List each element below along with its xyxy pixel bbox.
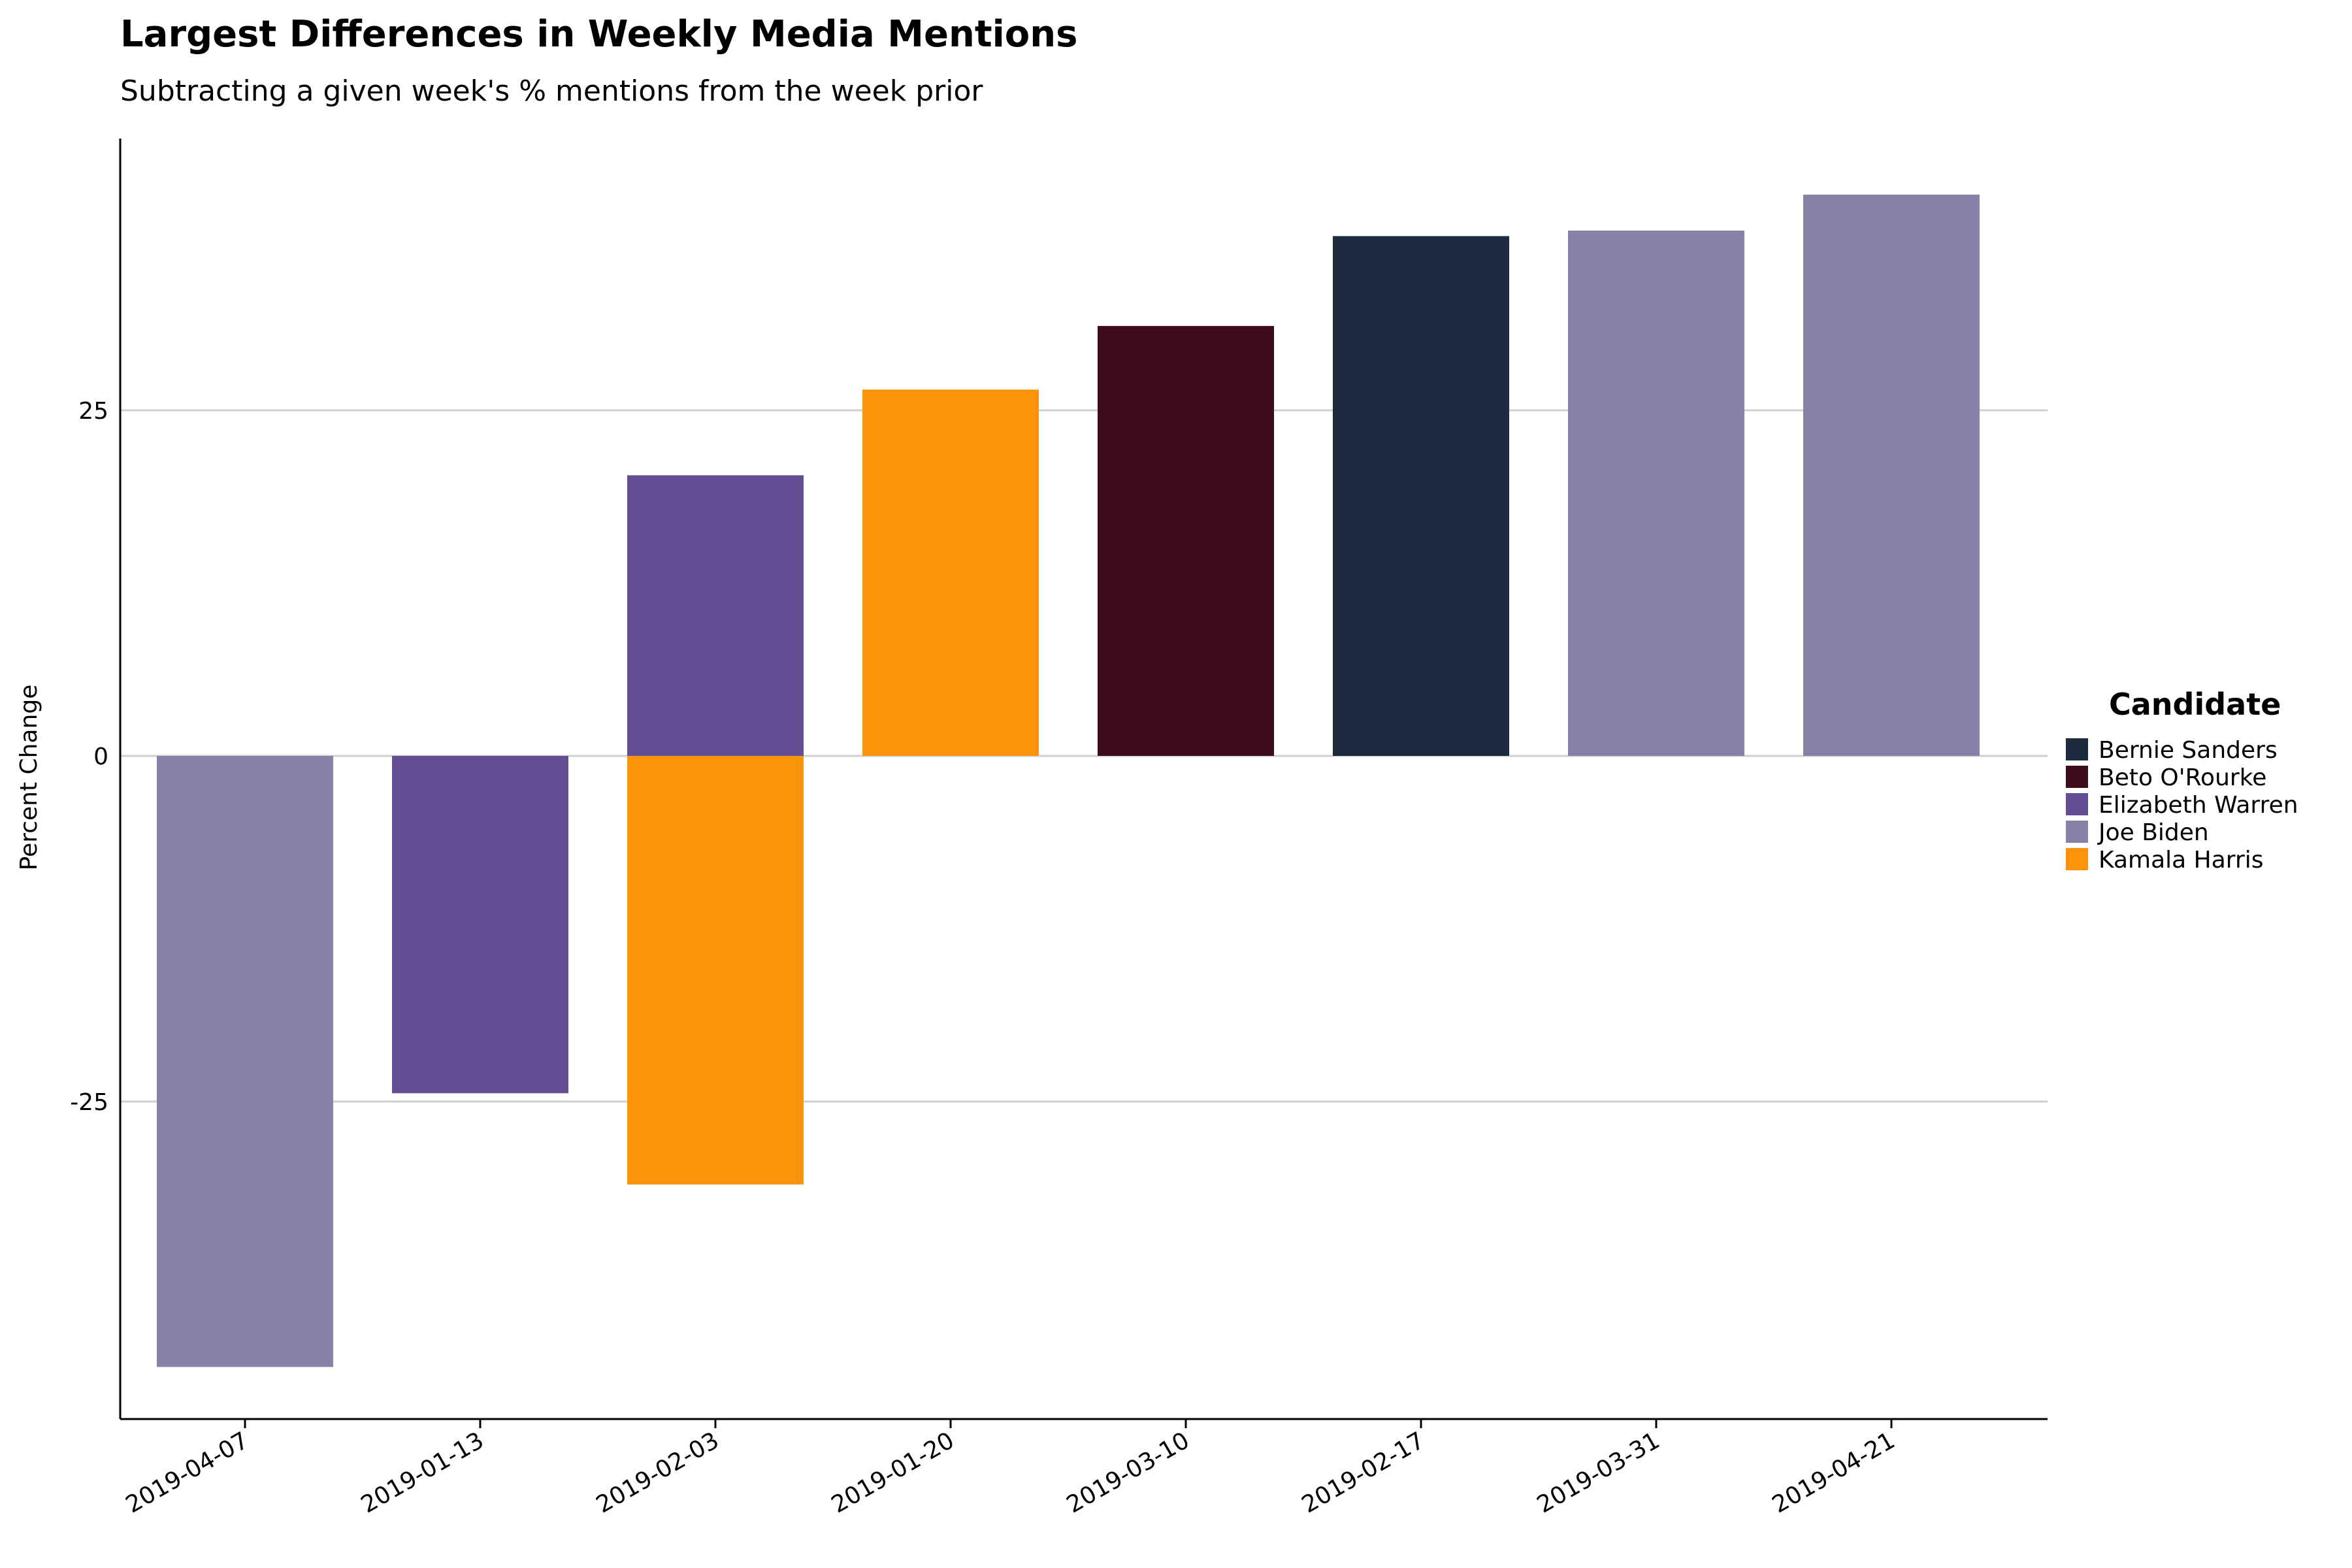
legend-label: Beto O'Rourke <box>2099 764 2266 791</box>
chart-subtitle: Subtracting a given week's % mentions fr… <box>120 74 983 108</box>
axes <box>119 139 2048 1420</box>
bar-joe-biden-2019-04-21 <box>1803 194 1980 756</box>
bars <box>157 194 1980 1367</box>
legend-swatch <box>2066 738 2088 760</box>
bar-kamala-harris-2019-02-03 <box>627 756 804 1184</box>
legend-swatch <box>2066 766 2088 788</box>
bar-beto-o-rourke-2019-03-10 <box>1098 325 1274 756</box>
legend-title: Candidate <box>2109 687 2281 722</box>
y-tick-label: 0 <box>93 743 108 770</box>
y-axis-title: Percent Change <box>16 685 42 871</box>
legend-label: Kamala Harris <box>2099 847 2264 874</box>
legend-label: Joe Biden <box>2097 819 2209 846</box>
x-tick-label: 2019-01-20 <box>827 1427 959 1518</box>
chart-title: Largest Differences in Weekly Media Ment… <box>120 13 1078 56</box>
x-tick-label: 2019-04-21 <box>1768 1427 1900 1518</box>
x-tick-label: 2019-03-31 <box>1533 1427 1665 1518</box>
legend-swatch <box>2066 793 2088 815</box>
x-ticks: 2019-04-07 2019-01-13 2019-02-03 2019-01-20… <box>122 1419 1900 1518</box>
x-tick-label: 2019-02-03 <box>592 1427 724 1518</box>
legend-swatch <box>2066 848 2088 870</box>
bar-elizabeth-warren-2019-02-03 <box>627 475 804 756</box>
y-tick-label: -25 <box>70 1089 108 1116</box>
bar-bernie-sanders-2019-02-17 <box>1333 236 1509 756</box>
x-tick-label: 2019-01-13 <box>357 1427 489 1518</box>
bar-elizabeth-warren-2019-01-13 <box>392 756 568 1094</box>
x-tick-label: 2019-04-07 <box>122 1427 253 1518</box>
bar-joe-biden-2019-03-31 <box>1568 230 1744 756</box>
legend-label: Elizabeth Warren <box>2099 792 2298 819</box>
bar-kamala-harris-2019-01-20 <box>862 389 1039 756</box>
bar-joe-biden-2019-04-07 <box>157 756 333 1367</box>
y-ticks: 25 0 -25 <box>70 398 108 1116</box>
legend-swatch <box>2066 821 2088 843</box>
x-tick-label: 2019-03-10 <box>1062 1427 1194 1518</box>
y-tick-label: 25 <box>78 398 108 425</box>
legend-label: Bernie Sanders <box>2099 737 2278 764</box>
x-tick-label: 2019-02-17 <box>1298 1427 1429 1518</box>
